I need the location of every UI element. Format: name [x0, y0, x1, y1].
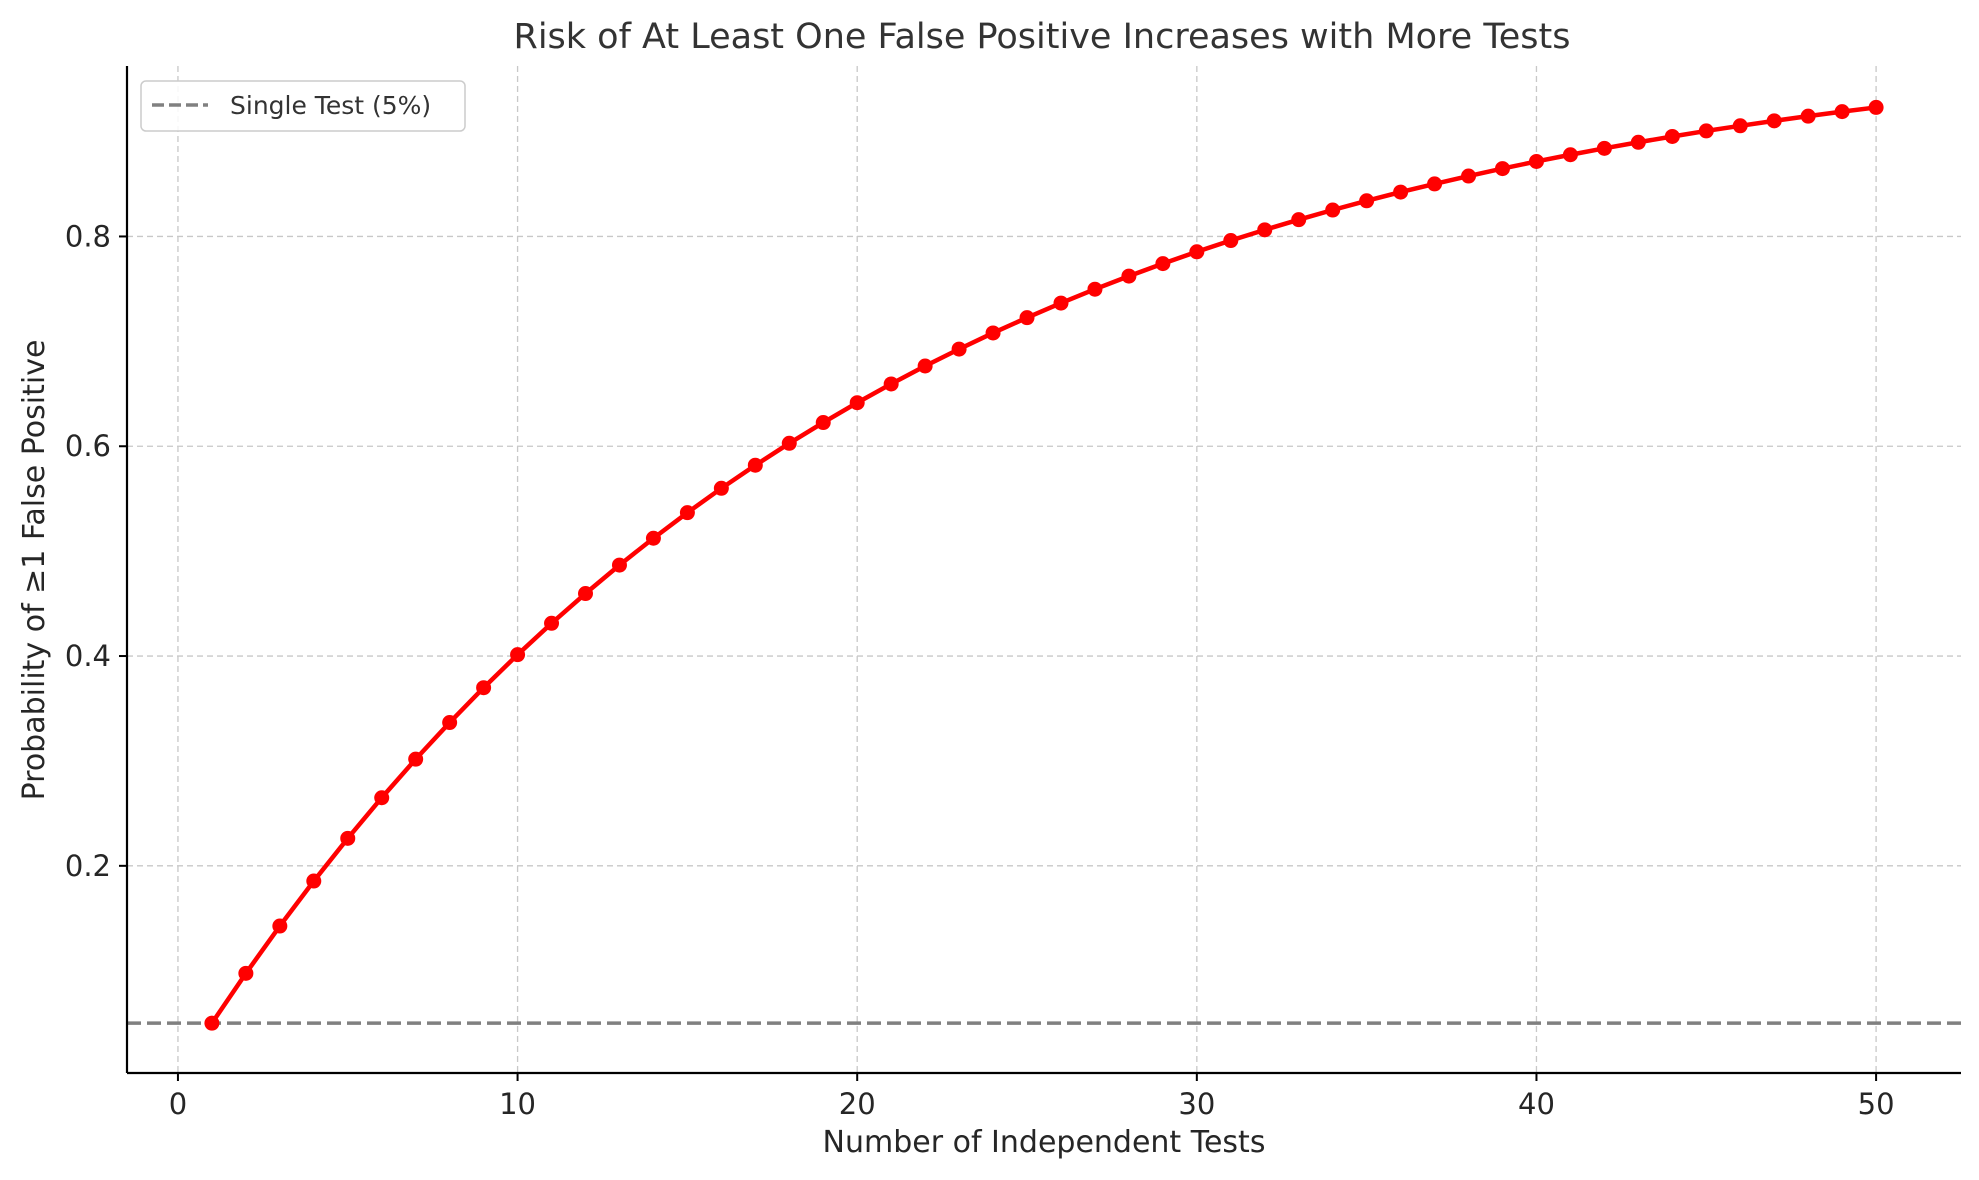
y-tick-label: 0.6 [65, 429, 111, 463]
data-point [985, 325, 1001, 341]
data-point [238, 965, 254, 981]
data-point [1291, 212, 1307, 228]
data-point [1495, 161, 1510, 177]
data-point [340, 830, 356, 846]
data-point [1257, 222, 1273, 238]
chart-title: Risk of At Least One False Positive Incr… [514, 17, 1571, 57]
x-tick-label: 30 [1178, 1087, 1215, 1121]
legend: Single Test (5%) [140, 80, 466, 132]
data-point [951, 341, 967, 357]
y-tick-label: 0.8 [65, 219, 111, 253]
data-point [679, 505, 695, 521]
data-point [1766, 113, 1782, 129]
legend-label-single-test: Single Test (5%) [230, 91, 431, 120]
series-group [204, 99, 1884, 1031]
x-axis-title: Number of Independent Tests [823, 1125, 1266, 1160]
data-point [1528, 153, 1544, 169]
data-point [1359, 193, 1375, 209]
data-point [1596, 140, 1612, 156]
data-point [611, 557, 627, 573]
data-point [306, 873, 322, 889]
data-point [1562, 147, 1578, 163]
data-point [1427, 176, 1443, 192]
y-axis-title: Probability of ≥1 False Positive [17, 340, 52, 801]
data-point [917, 358, 933, 374]
data-point [815, 415, 831, 431]
data-point [1121, 268, 1137, 284]
data-point [1223, 233, 1239, 249]
data-point [476, 680, 492, 696]
data-point [1461, 168, 1477, 184]
data-point [374, 790, 390, 806]
data-point [204, 1015, 220, 1031]
data-point [1393, 184, 1409, 200]
data-point [1053, 295, 1069, 311]
data-point [442, 715, 458, 731]
data-point [510, 647, 526, 663]
x-tick-label: 0 [169, 1087, 187, 1121]
data-point [1630, 134, 1646, 150]
data-point [883, 376, 899, 392]
data-point [1800, 108, 1816, 124]
x-tick-label: 50 [1858, 1087, 1895, 1121]
data-point [1664, 128, 1680, 144]
x-tick-label: 20 [839, 1087, 876, 1121]
data-point [544, 615, 560, 631]
data-point [1732, 118, 1748, 134]
x-tick-label: 10 [499, 1087, 536, 1121]
axes [125, 66, 1961, 1075]
series-line [210, 105, 1877, 1025]
legend-box [140, 80, 466, 132]
gridlines [127, 66, 1961, 1073]
data-point [1834, 104, 1850, 120]
data-point [1019, 310, 1035, 326]
data-point [1155, 256, 1171, 272]
data-point [272, 918, 288, 934]
data-point [1868, 99, 1884, 115]
ticks: 0 10 20 30 40 50 0.2 0.4 0.6 0.8 [65, 219, 1895, 1121]
data-point [1087, 281, 1103, 297]
x-tick-label: 40 [1518, 1087, 1555, 1121]
data-point [1189, 244, 1205, 260]
data-point [781, 435, 797, 451]
data-point [578, 586, 593, 602]
data-point [645, 530, 661, 546]
data-point [747, 457, 763, 473]
y-tick-label: 0.4 [65, 639, 111, 673]
data-point [849, 395, 865, 411]
data-point [1325, 202, 1341, 218]
data-point [713, 480, 729, 496]
y-tick-label: 0.2 [65, 849, 111, 883]
data-point [408, 751, 424, 767]
data-point [1698, 123, 1714, 139]
